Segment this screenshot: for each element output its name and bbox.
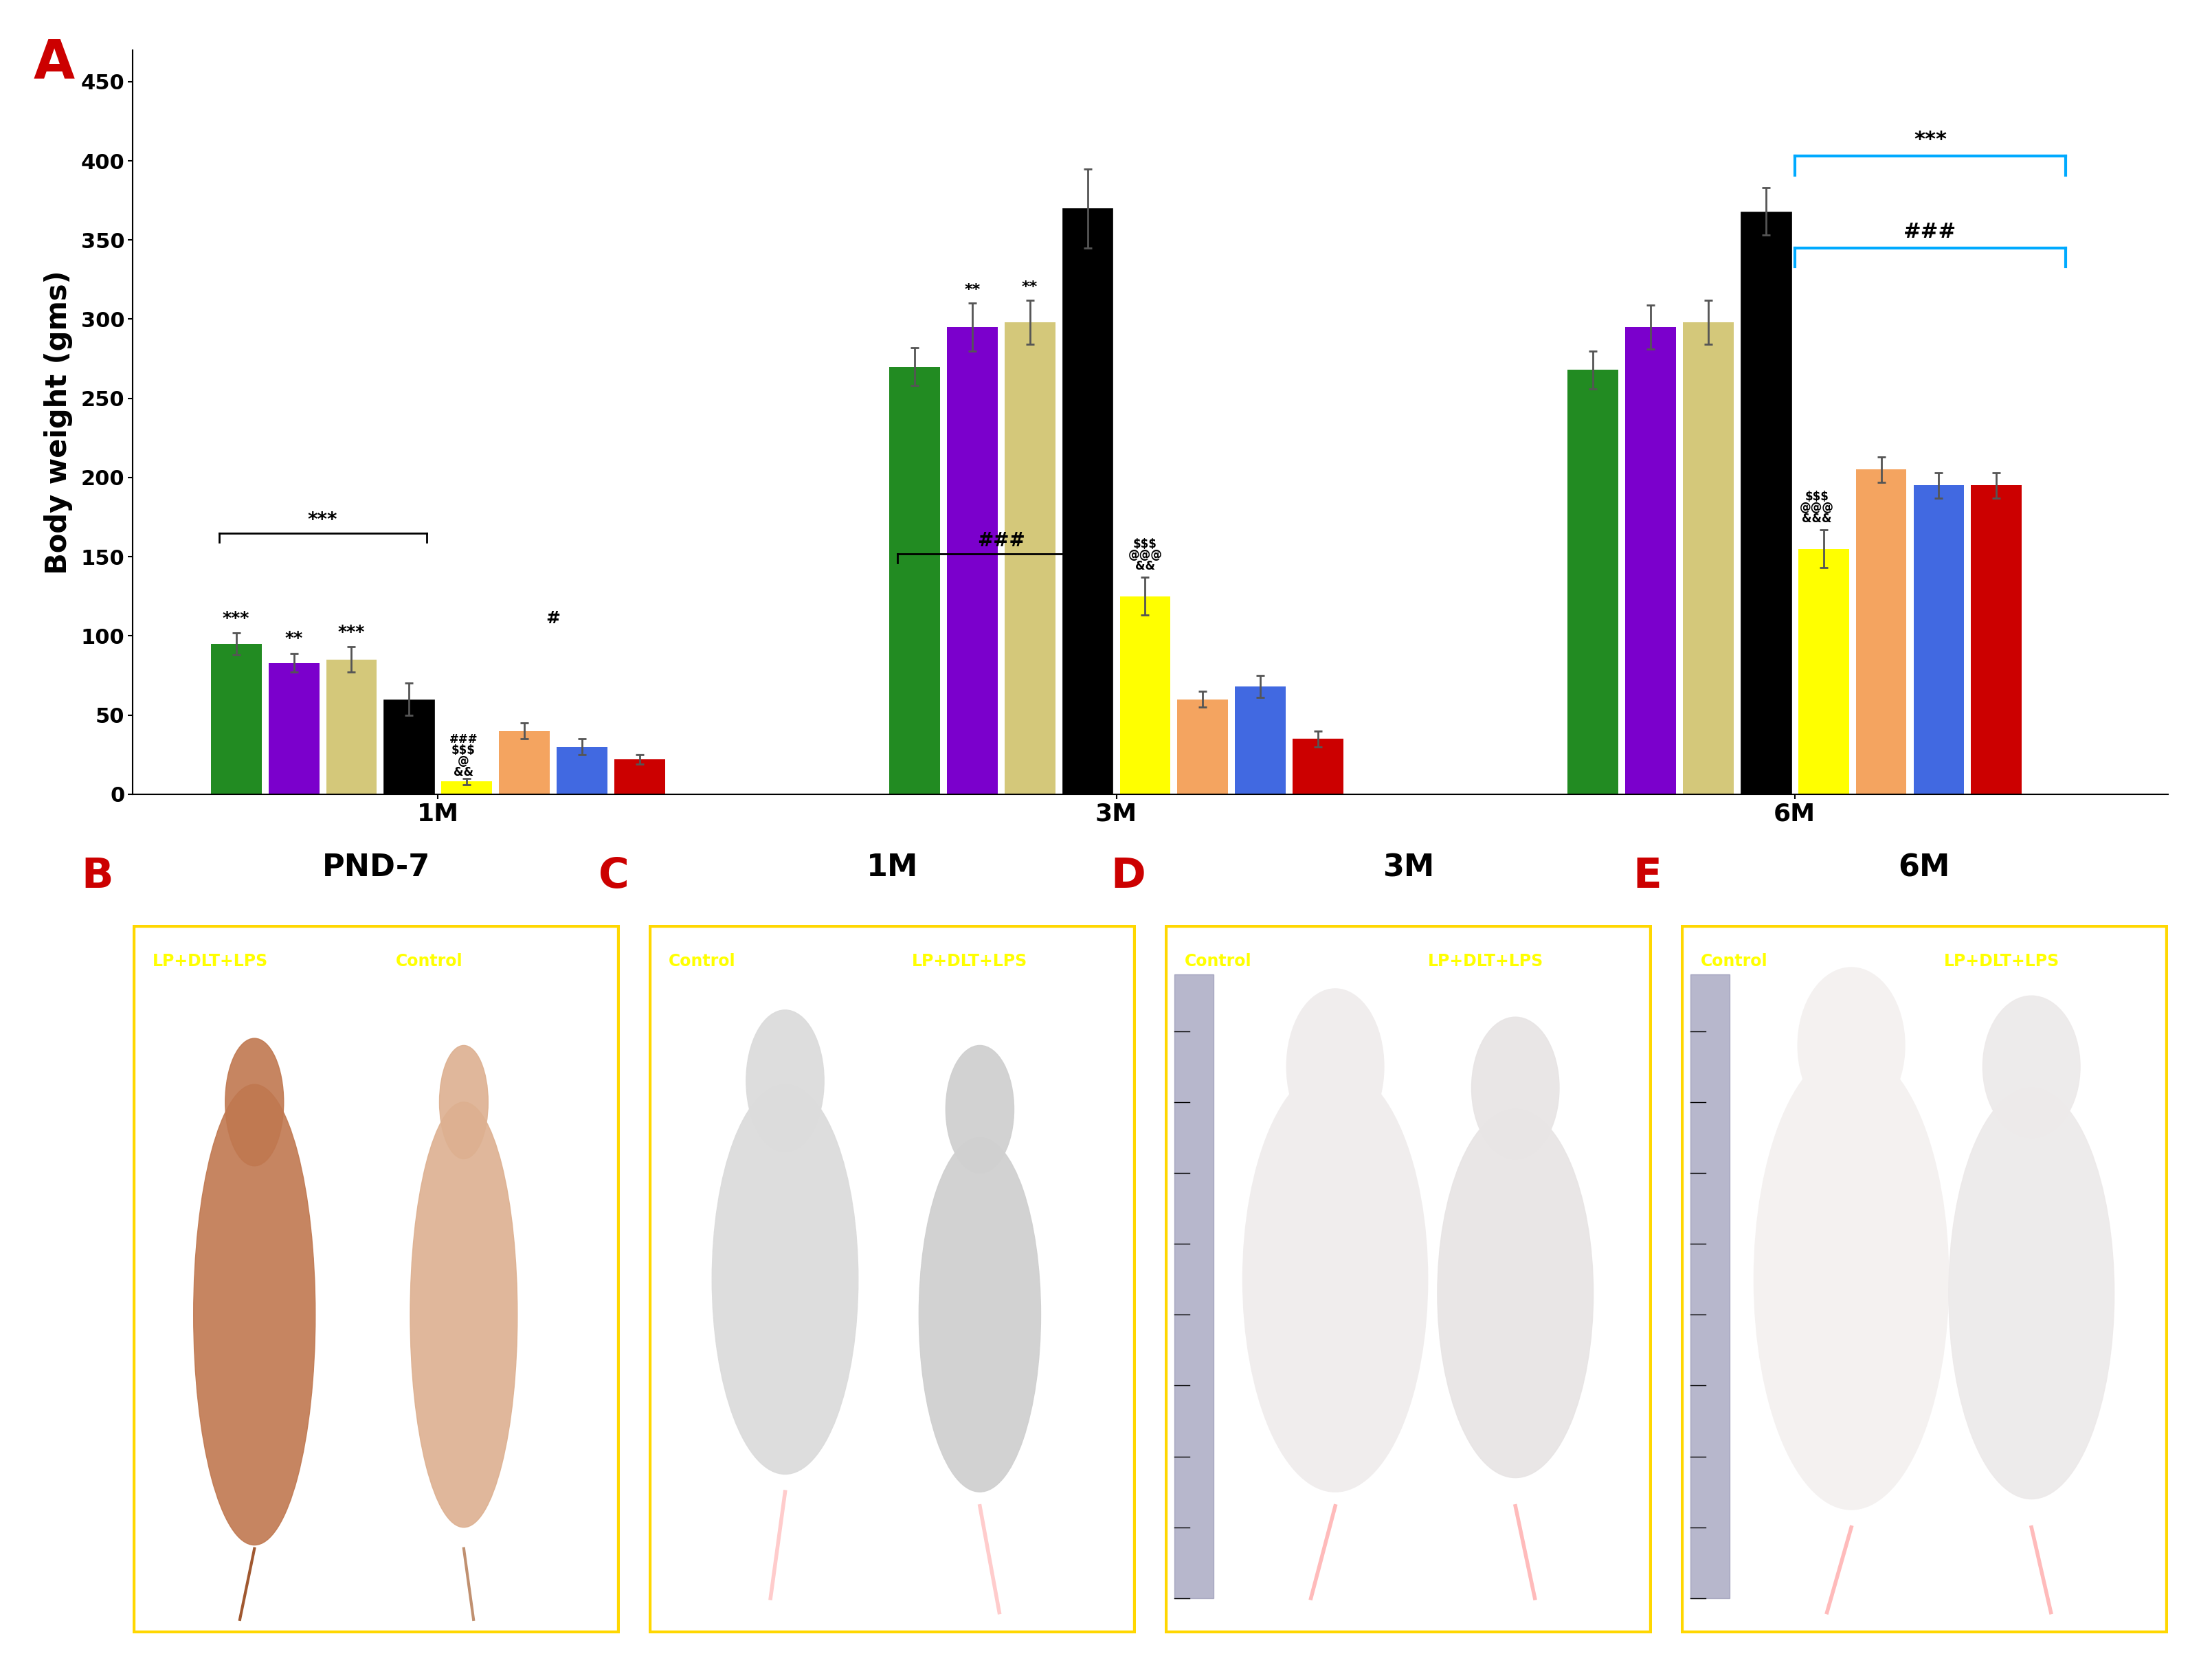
Text: **: ** bbox=[285, 630, 303, 647]
Bar bbox=[947, 327, 998, 793]
Bar bbox=[1234, 687, 1285, 793]
Y-axis label: Body weight (gms): Body weight (gms) bbox=[44, 270, 73, 573]
Ellipse shape bbox=[1287, 989, 1385, 1145]
Text: A: A bbox=[33, 37, 75, 88]
Text: ###: ### bbox=[978, 532, 1024, 550]
Ellipse shape bbox=[1949, 1089, 2115, 1499]
Text: ###: ### bbox=[1905, 222, 1958, 242]
Bar bbox=[615, 760, 666, 793]
Text: 1M: 1M bbox=[867, 854, 918, 882]
Ellipse shape bbox=[745, 1010, 825, 1152]
Text: LP+DLT+LPS: LP+DLT+LPS bbox=[1944, 954, 2059, 970]
Bar bbox=[1568, 370, 1619, 793]
Ellipse shape bbox=[1471, 1017, 1559, 1159]
Bar bbox=[1741, 212, 1792, 793]
Text: C: C bbox=[599, 857, 628, 897]
Bar bbox=[1062, 208, 1113, 793]
Bar bbox=[210, 643, 261, 793]
Text: E: E bbox=[1632, 857, 1661, 897]
Text: ***: *** bbox=[307, 510, 338, 530]
Ellipse shape bbox=[226, 1039, 283, 1165]
Bar bbox=[1690, 975, 1730, 1599]
Ellipse shape bbox=[1243, 1067, 1427, 1492]
Bar bbox=[1177, 698, 1228, 793]
Bar bbox=[1175, 975, 1214, 1599]
Bar bbox=[442, 782, 493, 793]
Text: **: ** bbox=[964, 283, 980, 297]
Text: D: D bbox=[1110, 857, 1146, 897]
Bar bbox=[268, 663, 319, 793]
Ellipse shape bbox=[1798, 967, 1905, 1124]
Text: Control: Control bbox=[668, 954, 734, 970]
Text: LP+DLT+LPS: LP+DLT+LPS bbox=[153, 954, 268, 970]
Text: PND-7: PND-7 bbox=[323, 854, 429, 882]
Ellipse shape bbox=[1754, 1049, 1949, 1510]
Text: Control: Control bbox=[396, 954, 462, 970]
Bar bbox=[1913, 485, 1964, 793]
Text: ***: *** bbox=[1913, 130, 1947, 150]
Bar bbox=[1626, 327, 1677, 793]
Ellipse shape bbox=[409, 1102, 518, 1527]
Bar bbox=[1856, 470, 1907, 793]
Bar bbox=[889, 367, 940, 793]
Bar bbox=[500, 730, 551, 793]
Text: ***: *** bbox=[338, 623, 365, 640]
Bar bbox=[325, 660, 376, 793]
Text: LP+DLT+LPS: LP+DLT+LPS bbox=[911, 954, 1026, 970]
Ellipse shape bbox=[440, 1045, 489, 1159]
Bar bbox=[1683, 322, 1734, 793]
Bar bbox=[383, 698, 434, 793]
Ellipse shape bbox=[1438, 1109, 1593, 1477]
Text: B: B bbox=[82, 857, 113, 897]
Ellipse shape bbox=[1982, 995, 2079, 1137]
Bar bbox=[1292, 738, 1343, 793]
Ellipse shape bbox=[712, 1085, 858, 1474]
Text: $$$
@@@
&&: $$$ @@@ && bbox=[1128, 538, 1161, 572]
Bar bbox=[1004, 322, 1055, 793]
Bar bbox=[1971, 485, 2022, 793]
Ellipse shape bbox=[947, 1045, 1013, 1174]
Text: LP+DLT+LPS: LP+DLT+LPS bbox=[1427, 954, 1544, 970]
Text: ###
$$$
@
&&: ### $$$ @ && bbox=[449, 733, 478, 778]
Bar bbox=[1798, 548, 1849, 793]
Text: 6M: 6M bbox=[1898, 854, 1951, 882]
Text: $$$
@@@
&&&: $$$ @@@ &&& bbox=[1801, 490, 1834, 525]
Text: #: # bbox=[546, 610, 560, 627]
Ellipse shape bbox=[195, 1085, 316, 1545]
Bar bbox=[557, 747, 608, 793]
Ellipse shape bbox=[918, 1137, 1040, 1492]
Text: Control: Control bbox=[1701, 954, 1767, 970]
Text: ***: *** bbox=[223, 610, 250, 627]
Bar bbox=[1119, 597, 1170, 793]
Text: **: ** bbox=[1022, 280, 1037, 293]
Text: 3M: 3M bbox=[1382, 854, 1433, 882]
Text: Control: Control bbox=[1183, 954, 1252, 970]
